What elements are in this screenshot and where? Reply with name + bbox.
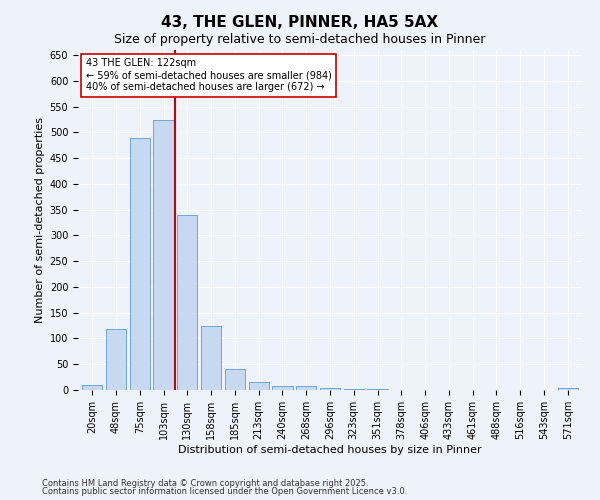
Bar (82, 385, 103, 390)
Text: 43 THE GLEN: 122sqm
← 59% of semi-detached houses are smaller (984)
40% of semi-: 43 THE GLEN: 122sqm ← 59% of semi-detach… (86, 58, 331, 92)
Bar (130, 138, 150, 390)
Bar (320, 388, 340, 390)
Bar (177, 215, 197, 390)
Bar (154, 120, 173, 390)
Text: 43, THE GLEN, PINNER, HA5 5AX: 43, THE GLEN, PINNER, HA5 5AX (161, 15, 439, 30)
Bar (296, 386, 316, 390)
Bar (272, 386, 293, 390)
X-axis label: Distribution of semi-detached houses by size in Pinner: Distribution of semi-detached houses by … (178, 444, 482, 454)
Bar (201, 326, 221, 390)
Bar (106, 329, 126, 390)
Text: Size of property relative to semi-detached houses in Pinner: Size of property relative to semi-detach… (115, 32, 485, 46)
Text: Contains HM Land Registry data © Crown copyright and database right 2025.: Contains HM Land Registry data © Crown c… (42, 478, 368, 488)
Bar (557, 388, 578, 390)
Text: Contains public sector information licensed under the Open Government Licence v3: Contains public sector information licen… (42, 487, 407, 496)
Bar (225, 370, 245, 390)
Y-axis label: Number of semi-detached properties: Number of semi-detached properties (35, 117, 46, 323)
Bar (248, 382, 269, 390)
